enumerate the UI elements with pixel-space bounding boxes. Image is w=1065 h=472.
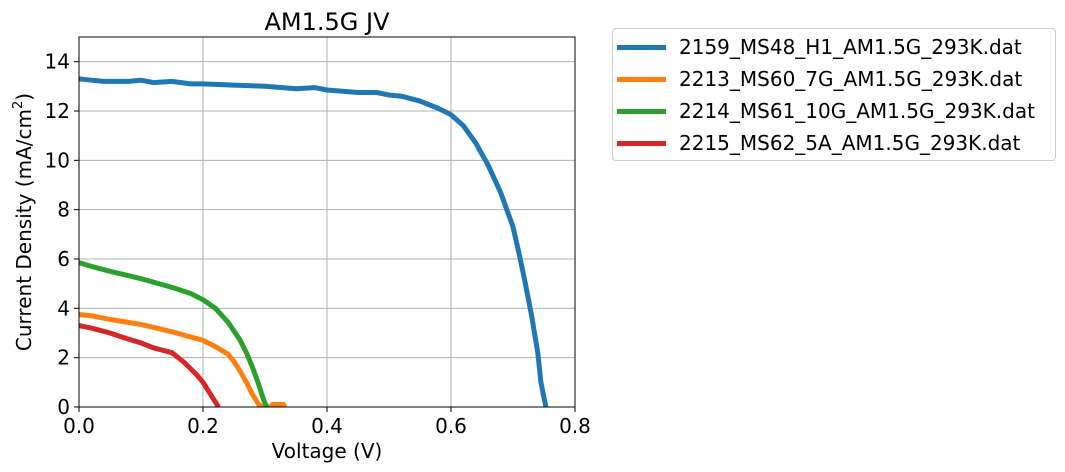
- y-axis-label: Current Density (mA/cm2): [11, 93, 36, 351]
- y-tick-label: 14: [45, 50, 70, 74]
- y-axis-label-superscript: 2: [11, 101, 26, 109]
- y-tick-label: 8: [57, 198, 70, 222]
- x-tick-label: 0.8: [559, 414, 591, 438]
- legend-item: 2159_MS48_H1_AM1.5G_293K.dat: [613, 31, 1053, 61]
- series-line-4: [79, 323, 221, 407]
- legend-item: 2214_MS61_10G_AM1.5G_293K.dat: [613, 95, 1053, 125]
- y-tick-label: 2: [57, 346, 70, 370]
- x-tick-label: 0.0: [63, 414, 95, 438]
- series-line-3: [79, 260, 270, 407]
- series-line-1: [79, 76, 549, 407]
- legend-swatch: [617, 45, 666, 50]
- grid-lines: [78, 37, 576, 408]
- legend-swatch: [617, 77, 666, 82]
- legend-item: 2215_MS62_5A_AM1.5G_293K.dat: [613, 127, 1053, 157]
- legend-swatch: [617, 141, 666, 146]
- y-tick-label: 12: [45, 99, 70, 123]
- legend: 2159_MS48_H1_AM1.5G_293K.dat 2213_MS60_7…: [612, 28, 1056, 161]
- x-tick-label: 0.6: [435, 414, 467, 438]
- y-tick-label: 10: [45, 148, 70, 172]
- legend-label: 2215_MS62_5A_AM1.5G_293K.dat: [679, 131, 1021, 155]
- axis-ticks: 0.0 0.2 0.4 0.6 0.8 0 2 4 6 8 10 12 14: [45, 50, 591, 438]
- y-tick-label: 4: [57, 296, 70, 320]
- legend-label: 2159_MS48_H1_AM1.5G_293K.dat: [679, 35, 1022, 59]
- y-axis-label-main: Current Density (mA/cm: [12, 109, 36, 351]
- y-tick-label: 0: [57, 395, 70, 419]
- legend-label: 2214_MS61_10G_AM1.5G_293K.dat: [679, 99, 1035, 123]
- y-axis-label-end: ): [12, 93, 36, 101]
- x-tick-label: 0.2: [187, 414, 219, 438]
- x-axis-label: Voltage (V): [272, 439, 383, 463]
- legend-item: 2213_MS60_7G_AM1.5G_293K.dat: [613, 63, 1053, 93]
- legend-swatch: [617, 109, 666, 114]
- x-tick-label: 0.4: [311, 414, 343, 438]
- legend-label: 2213_MS60_7G_AM1.5G_293K.dat: [679, 67, 1023, 91]
- y-tick-label: 6: [57, 247, 70, 271]
- chart-title: AM1.5G JV: [264, 8, 390, 36]
